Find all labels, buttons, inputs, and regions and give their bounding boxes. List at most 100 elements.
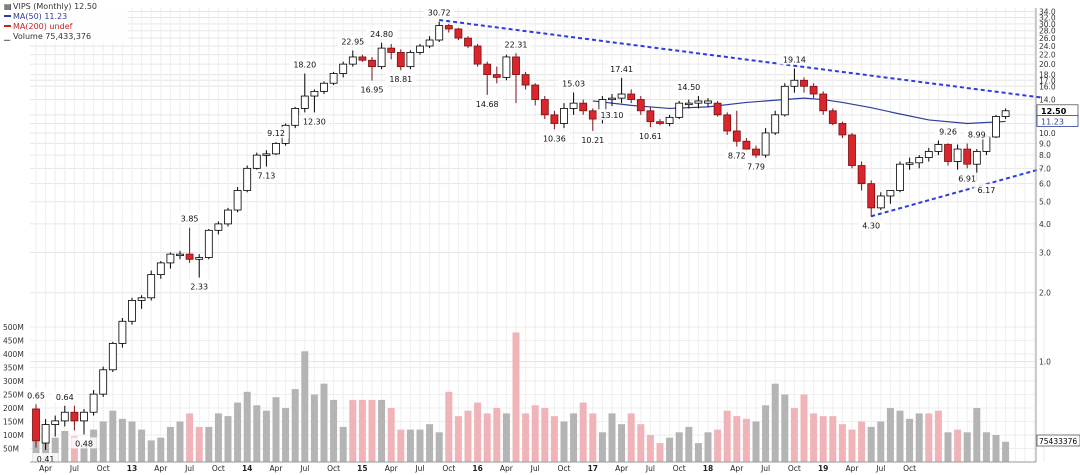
candle — [233, 187, 242, 213]
annotation-bg — [385, 73, 417, 85]
annotation-bg — [500, 38, 532, 50]
price-annotation: 6.17 — [977, 186, 995, 195]
volume-tick-label: 100M — [3, 431, 24, 440]
candle — [732, 110, 741, 147]
annotation-bg — [52, 390, 78, 402]
candle-body — [1001, 110, 1010, 117]
annotation-bg — [577, 133, 609, 145]
candle-body — [195, 257, 204, 260]
volume-bar — [224, 416, 232, 462]
annotation-bg — [253, 169, 280, 181]
volume-bar — [186, 413, 194, 462]
candle — [512, 53, 520, 104]
ma50-legend-label: MA(50) 11.23 — [13, 12, 67, 21]
candle-body — [320, 82, 328, 92]
trendlines — [439, 18, 1041, 218]
candle-body — [233, 190, 242, 211]
volume-bar — [416, 429, 424, 462]
annotation-bg — [356, 83, 388, 95]
volume-bar — [608, 413, 616, 462]
candle-body — [60, 411, 69, 422]
price-annotation: 13.10 — [601, 111, 624, 120]
candle-body — [809, 85, 818, 95]
price-annotation: 0.41 — [37, 455, 55, 464]
candle — [204, 228, 213, 260]
candle — [579, 99, 588, 115]
x-tick-label: Oct — [212, 464, 225, 473]
volume-bar — [704, 432, 712, 462]
candle — [243, 165, 252, 193]
volume-bar — [723, 410, 731, 462]
volume-bar — [138, 429, 146, 462]
volume-bar — [656, 443, 664, 462]
candle — [368, 56, 376, 81]
candle — [156, 261, 165, 279]
candle — [492, 66, 501, 84]
candle-body — [684, 102, 693, 106]
annotation-bg — [964, 128, 990, 140]
price-tick-label: 26.0 — [1039, 34, 1056, 43]
candle — [780, 83, 789, 117]
candle — [224, 207, 232, 227]
candle-body — [656, 121, 664, 124]
volume-tick-label: 400M — [3, 350, 24, 359]
candle-body — [886, 190, 895, 197]
ma200-legend-label: MA(200) undef — [13, 22, 73, 31]
volume-bar — [310, 394, 318, 462]
candle-body — [396, 52, 405, 68]
volume-bar — [973, 408, 981, 462]
candle — [569, 92, 578, 115]
candle-body — [771, 114, 780, 134]
candle-body — [348, 56, 357, 65]
volume-bar — [330, 399, 338, 462]
candle — [636, 96, 645, 115]
volume-tick-label: 300M — [3, 377, 24, 386]
price-tick-label: 20.0 — [1039, 60, 1056, 69]
price-annotation: 24.80 — [370, 30, 393, 39]
price-tick-label: 2.0 — [1039, 289, 1051, 298]
resistance-trendline — [439, 18, 1041, 99]
volume-bar — [512, 332, 520, 462]
candle-body — [867, 183, 876, 209]
volume-bar — [915, 413, 923, 462]
volume-bar — [666, 437, 674, 462]
candle — [992, 114, 1000, 139]
price-tick-label: 18.0 — [1039, 71, 1056, 80]
volume-bar — [243, 391, 251, 462]
candle-body — [896, 163, 904, 191]
candle — [195, 254, 204, 278]
candle-body — [118, 320, 127, 344]
candle — [694, 96, 703, 109]
candle-body — [790, 79, 799, 87]
volume-bar — [781, 394, 789, 462]
candle — [742, 138, 751, 152]
volume-bar — [762, 405, 770, 462]
volume-bar — [474, 402, 482, 462]
volume-bar — [790, 408, 798, 462]
volume-bar — [675, 432, 683, 462]
volume-bar — [531, 405, 539, 462]
price-annotation: 2.33 — [190, 283, 208, 292]
candle — [934, 140, 943, 156]
volume-bar — [349, 399, 357, 462]
candle — [915, 155, 924, 169]
candle-body — [99, 369, 108, 395]
volume-bar — [954, 429, 962, 462]
candle-body — [156, 262, 165, 276]
x-tick-label: 13 — [127, 464, 137, 473]
candle-body — [800, 79, 808, 87]
volume-bar — [992, 435, 1000, 462]
candle-body — [588, 110, 597, 120]
candle — [118, 318, 127, 348]
volume-bar — [368, 399, 376, 462]
price-annotation: 22.31 — [505, 40, 528, 49]
candle — [617, 77, 626, 104]
candle — [99, 366, 108, 397]
price-annotation: 22.95 — [341, 37, 364, 46]
volume-bar — [61, 430, 69, 462]
price-tick-label: 1.0 — [1039, 358, 1051, 367]
annotation-bg — [32, 453, 59, 465]
annotation-bg — [596, 109, 628, 121]
volume-bar — [579, 402, 587, 462]
annotation-bg — [366, 27, 398, 39]
